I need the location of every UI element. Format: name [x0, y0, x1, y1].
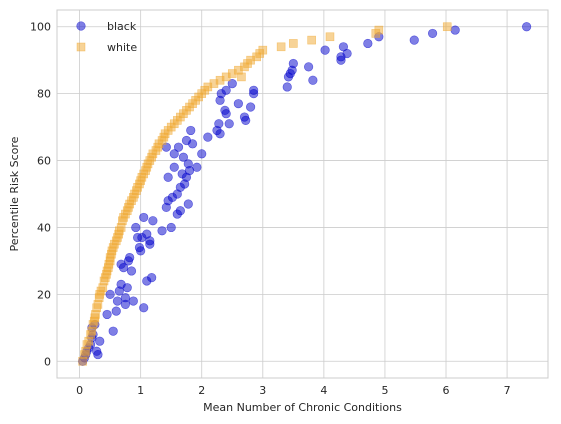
legend-marker-black — [76, 21, 86, 31]
data-point-black — [450, 25, 460, 35]
data-point-black — [148, 216, 158, 226]
y-axis-label: Percentile Risk Score — [8, 136, 21, 251]
tick-labels: 0 1 2 3 4 5 6 7 0 20 40 60 80 100 — [30, 21, 511, 397]
data-point-black — [342, 48, 352, 59]
legend-label-white: white — [107, 41, 137, 54]
x-tick-label: 2 — [198, 384, 205, 397]
data-point-black — [136, 246, 146, 256]
data-point-black — [221, 85, 231, 95]
legend: black white — [76, 20, 137, 54]
data-point-white — [307, 35, 316, 45]
data-point-black — [282, 82, 292, 92]
data-point-black — [122, 283, 132, 293]
data-point-black — [249, 89, 259, 99]
data-point-white — [289, 39, 298, 48]
data-point-black — [147, 273, 157, 283]
data-point-black — [178, 152, 189, 162]
data-point-black — [112, 296, 123, 306]
data-point-black — [102, 309, 112, 320]
data-point-black — [183, 199, 193, 209]
data-point-black — [111, 306, 121, 316]
data-point-black — [125, 252, 135, 263]
data-point-black — [221, 109, 231, 119]
x-tick-label: 0 — [76, 384, 83, 397]
data-point-black — [409, 35, 419, 45]
data-point-black — [214, 119, 224, 129]
data-point-black — [224, 119, 234, 129]
data-point-black — [105, 289, 115, 299]
data-point-black — [192, 162, 202, 172]
data-point-black — [157, 226, 167, 236]
legend-marker-white — [76, 42, 86, 52]
data-point-black — [363, 38, 373, 49]
data-point-black — [118, 263, 129, 273]
data-point-black — [336, 55, 346, 65]
data-point-black — [169, 162, 179, 172]
data-point-black — [245, 102, 256, 112]
x-tick-label: 4 — [320, 384, 327, 397]
y-tick-label: 20 — [37, 288, 51, 301]
data-point-black — [108, 326, 118, 336]
data-point-white — [258, 45, 268, 55]
legend-label-black: black — [107, 20, 137, 33]
y-tick-label: 100 — [30, 21, 51, 34]
data-point-black — [197, 149, 207, 159]
data-point-black — [173, 142, 184, 152]
data-point-black — [95, 336, 105, 346]
data-point-black — [92, 346, 102, 356]
data-point-black — [308, 75, 318, 85]
data-point-black — [169, 149, 179, 159]
x-axis-label: Mean Number of Chronic Conditions — [203, 401, 402, 414]
axes — [56, 9, 549, 379]
data-point-black — [304, 62, 314, 72]
data-point-black — [166, 222, 176, 233]
data-point-black — [522, 22, 532, 32]
x-tick-label: 5 — [381, 384, 388, 397]
y-tick-label: 80 — [37, 88, 51, 101]
x-tick-label: 6 — [443, 384, 450, 397]
x-tick-label: 1 — [137, 384, 144, 397]
y-tick-label: 40 — [37, 221, 51, 234]
data-point-white — [276, 42, 286, 52]
data-point-black — [227, 78, 237, 89]
data-point-black — [126, 266, 137, 276]
plot-area — [78, 22, 532, 366]
data-point-white — [374, 25, 384, 35]
x-tick-label: 3 — [259, 384, 266, 397]
data-point-black — [139, 212, 149, 223]
x-tick-label: 7 — [504, 384, 511, 397]
data-point-black — [186, 125, 196, 136]
y-tick-label: 60 — [37, 155, 51, 168]
data-point-black — [131, 222, 141, 233]
data-point-white — [237, 72, 246, 82]
data-point-black — [128, 296, 138, 306]
y-tick-label: 0 — [44, 355, 51, 368]
data-point-black — [163, 172, 173, 182]
data-point-white — [325, 32, 335, 42]
data-point-black — [187, 139, 198, 149]
data-point-black — [288, 58, 298, 69]
series-white — [78, 22, 452, 366]
data-point-black — [203, 132, 213, 142]
data-point-black — [241, 115, 251, 125]
data-point-black — [145, 236, 155, 246]
data-point-black — [427, 28, 438, 39]
data-point-black — [139, 303, 149, 313]
data-point-black — [320, 45, 330, 55]
data-point-black — [120, 293, 130, 303]
plot-frame — [56, 9, 549, 379]
data-point-white — [442, 22, 452, 32]
data-point-black — [175, 206, 185, 216]
data-point-black — [215, 129, 225, 139]
data-point-black — [233, 99, 243, 109]
